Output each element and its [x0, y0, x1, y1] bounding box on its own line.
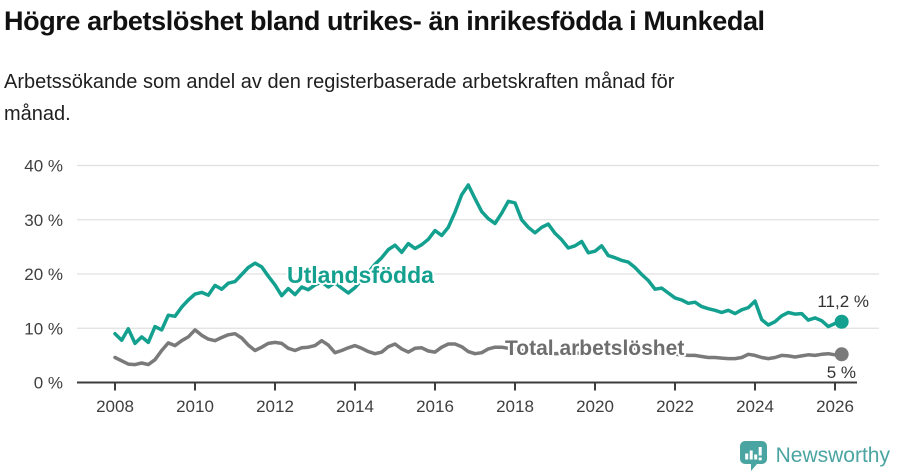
gridlines — [77, 164, 879, 329]
x-axis-labels: 2008 2010 2012 2014 2016 2018 2020 2022 2024 2026 — [96, 397, 854, 416]
series-line — [113, 183, 844, 346]
y-axis-labels: 0 % 10 % 20 % 30 % 40 % — [24, 157, 63, 393]
series-line — [113, 328, 844, 367]
chart-subtitle: Arbetssökande som andel av den registerb… — [4, 71, 675, 125]
y-tick-label: 10 % — [24, 319, 63, 338]
x-tick-label: 2026 — [816, 397, 854, 416]
end-value-total: 5 % — [827, 363, 856, 382]
y-tick-label: 40 % — [24, 157, 63, 176]
chart-canvas: 0 % 10 % 20 % 30 % 40 % 2008 2010 2012 2014 2016… — [24, 157, 879, 416]
x-tick-label: 2020 — [576, 397, 614, 416]
series-end-dot — [834, 347, 849, 362]
x-tick-label: 2012 — [256, 397, 294, 416]
x-tick-label: 2024 — [736, 397, 774, 416]
series-label-total: Total arbetslöshet — [505, 337, 684, 360]
newsworthy-brand-text: Newsworthy — [775, 444, 890, 467]
x-axis — [77, 381, 857, 391]
x-tick-label: 2008 — [96, 397, 134, 416]
line-chart: 0 % 10 % 20 % 30 % 40 % 2008 2010 2012 2014 2016… — [0, 140, 900, 440]
annotations: Utlandsfödda Total arbetslöshet 11,2 % 5… — [285, 260, 869, 382]
newsworthy-chart-bubble-icon — [739, 441, 767, 471]
x-tick-label: 2016 — [416, 397, 454, 416]
y-tick-label: 20 % — [24, 265, 63, 284]
x-tick-label: 2018 — [496, 397, 534, 416]
series-end-dot — [834, 314, 849, 329]
page-title: Högre arbetslöshet bland utrikes- än inr… — [4, 6, 765, 36]
newsworthy-logo: Newsworthy — [739, 440, 890, 472]
x-tick-label: 2022 — [656, 397, 694, 416]
series-lines — [113, 183, 849, 367]
y-tick-label: 0 % — [34, 374, 63, 393]
series-label-utlandsfodda: Utlandsfödda — [287, 262, 434, 288]
x-tick-label: 2014 — [336, 397, 374, 416]
y-tick-label: 30 % — [24, 211, 63, 230]
x-tick-label: 2010 — [176, 397, 214, 416]
end-value-utlandsfodda: 11,2 % — [817, 292, 869, 311]
